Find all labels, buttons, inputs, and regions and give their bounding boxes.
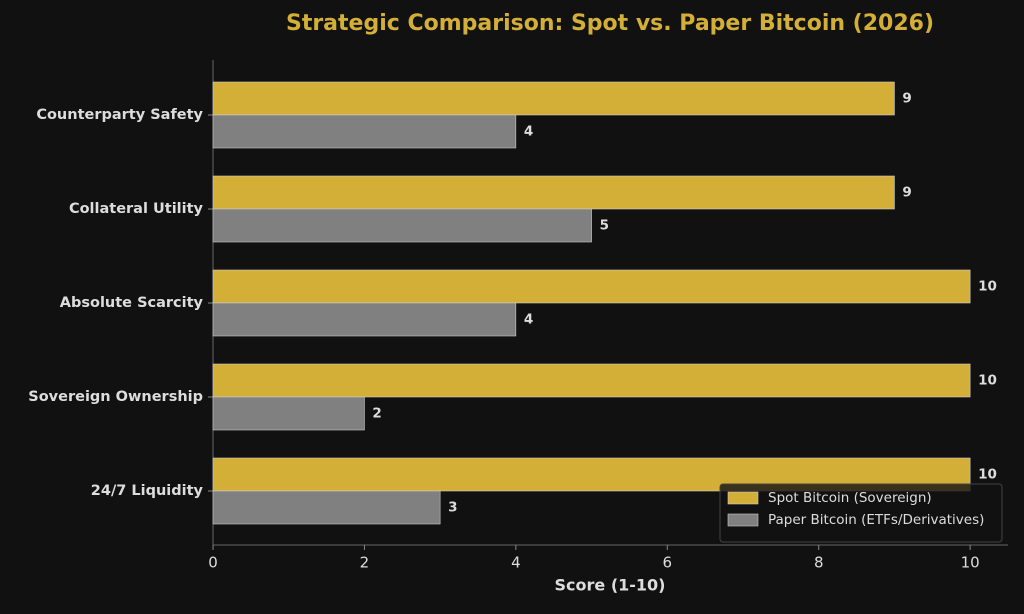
- value-label: 10: [978, 279, 997, 295]
- legend-box: [719, 483, 1003, 543]
- bar: [212, 81, 895, 116]
- legend-swatch: [727, 491, 759, 505]
- value-label: 5: [600, 218, 609, 234]
- value-label: 9: [902, 185, 911, 201]
- y-tick-label: Counterparty Safety: [36, 107, 203, 123]
- bar: [212, 396, 365, 431]
- y-tick-label: 24/7 Liquidity: [91, 483, 204, 499]
- legend-label: Spot Bitcoin (Sovereign): [768, 490, 932, 506]
- bar: [212, 114, 517, 149]
- x-tick-label: 8: [814, 554, 824, 572]
- legend-swatch: [727, 513, 759, 527]
- x-tick-label: 0: [208, 554, 218, 572]
- bar: [212, 302, 517, 337]
- x-tick-label: 10: [961, 554, 980, 572]
- value-label: 4: [524, 124, 533, 140]
- x-tick-label: 6: [663, 554, 673, 572]
- bar: [212, 208, 592, 243]
- chart-title: Strategic Comparison: Spot vs. Paper Bit…: [286, 11, 934, 36]
- value-label: 4: [524, 312, 533, 328]
- value-label: 10: [978, 373, 997, 389]
- y-tick-label: Sovereign Ownership: [28, 389, 203, 405]
- value-label: 10: [978, 467, 997, 483]
- y-tick-label: Absolute Scarcity: [60, 295, 204, 311]
- bar: [212, 363, 971, 398]
- bar: [212, 490, 441, 525]
- x-tick-label: 4: [511, 554, 521, 572]
- value-label: 3: [448, 500, 457, 516]
- legend-label: Paper Bitcoin (ETFs/Derivatives): [768, 512, 984, 528]
- bar: [212, 269, 971, 304]
- bar: [212, 175, 895, 210]
- x-tick-label: 2: [360, 554, 370, 572]
- x-axis-label: Score (1-10): [555, 576, 666, 595]
- value-label: 2: [372, 406, 381, 422]
- y-tick-label: Collateral Utility: [69, 201, 204, 217]
- value-label: 9: [902, 91, 911, 107]
